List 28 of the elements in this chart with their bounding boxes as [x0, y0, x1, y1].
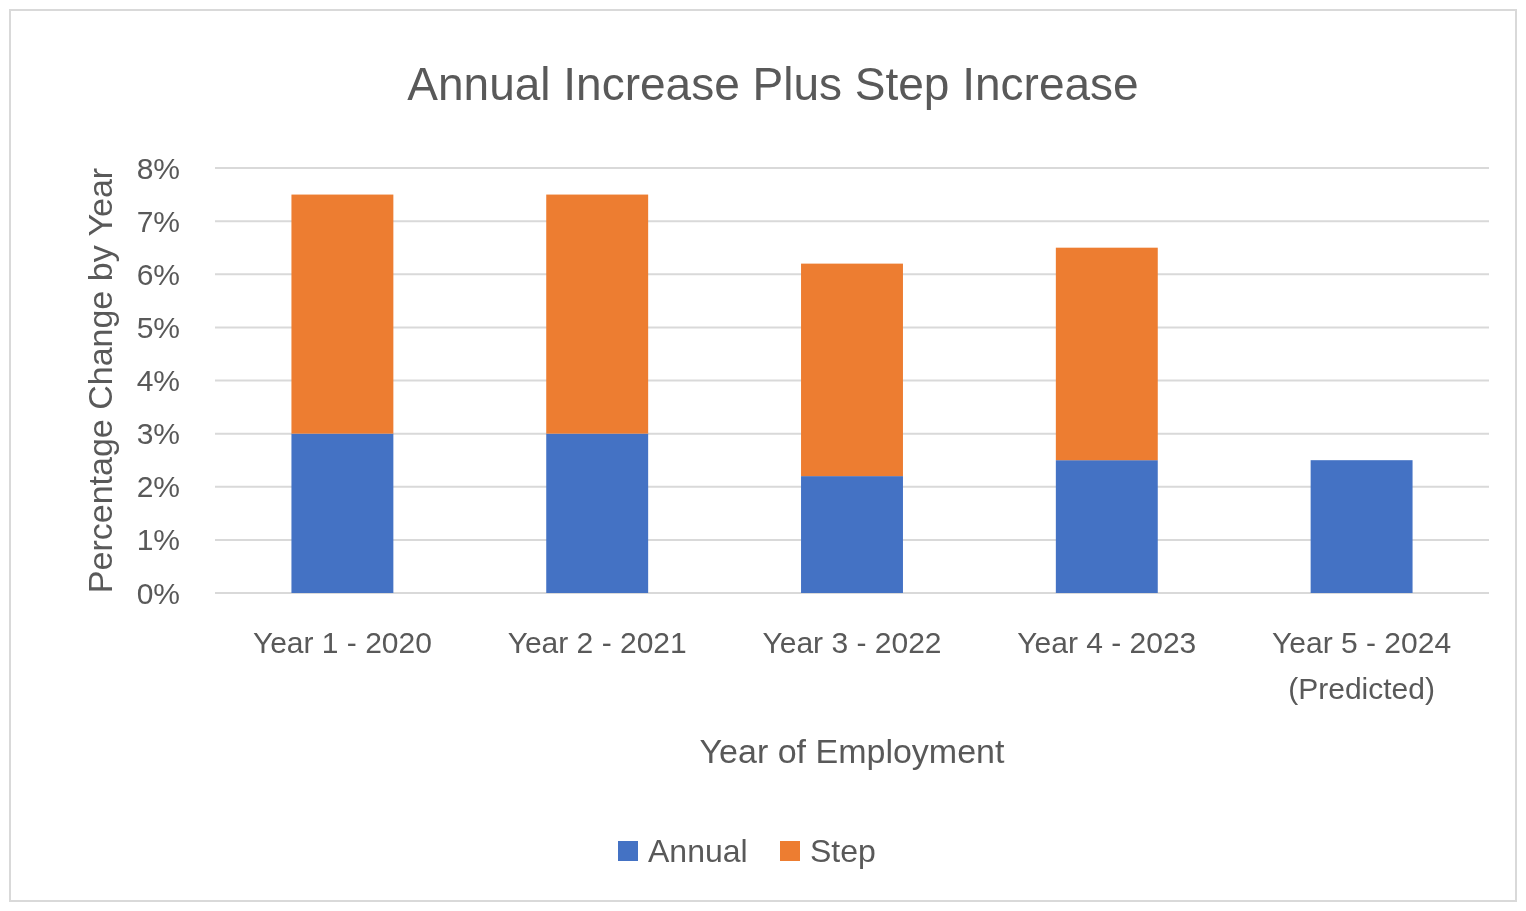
bar	[801, 263, 903, 477]
y-tick-label: 4%	[136, 364, 180, 397]
x-tick-label: Year 3 - 2022	[762, 626, 942, 659]
x-tick-label: Year 2 - 2021	[507, 626, 687, 659]
bar	[1055, 460, 1158, 593]
x-axis-title: Year of Employment	[699, 732, 1005, 770]
bar	[1310, 460, 1413, 593]
y-tick-label: 5%	[136, 310, 180, 344]
y-tick-label: 1%	[136, 523, 180, 557]
y-tick-label: 7%	[136, 204, 180, 238]
bar	[291, 433, 394, 593]
legend-label: Step	[810, 833, 876, 870]
y-tick-label: 3%	[136, 417, 180, 451]
bar	[1055, 247, 1158, 461]
bar	[546, 194, 649, 434]
chart-title: Annual Increase Plus Step Increase	[407, 58, 1139, 110]
x-tick-label: Year 5 - 2024 (Predicted)	[1272, 626, 1452, 705]
legend-label: Annual	[648, 833, 748, 870]
bar	[801, 476, 903, 593]
y-tick-label: 2%	[136, 470, 180, 504]
y-axis-title: Percentage Change by Year	[81, 167, 119, 594]
y-tick-label: 8%	[136, 151, 180, 185]
bar	[546, 433, 649, 593]
x-tick-label: Year 4 - 2023	[1017, 626, 1197, 659]
bar	[291, 194, 394, 434]
y-tick-label: 6%	[136, 257, 180, 291]
y-tick-label: 0%	[136, 576, 180, 610]
x-tick-label: Year 1 - 2020	[252, 626, 432, 659]
